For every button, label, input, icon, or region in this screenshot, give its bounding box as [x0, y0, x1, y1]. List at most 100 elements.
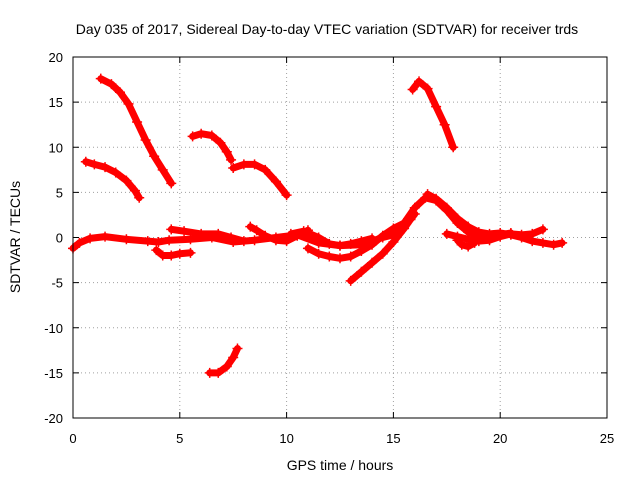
data-point-marker: [100, 162, 111, 173]
y-tick-label: 5: [56, 185, 63, 200]
data-point-marker: [157, 250, 168, 261]
data-point-marker: [407, 84, 418, 95]
data-point-marker: [149, 151, 160, 162]
data-point-marker: [469, 237, 480, 248]
data-point-marker: [388, 229, 399, 240]
y-tick-label: 10: [49, 140, 63, 155]
data-point-marker: [142, 236, 153, 247]
y-tick-label: 20: [49, 50, 63, 65]
y-tick-label: 0: [56, 231, 63, 246]
data-point-marker: [302, 243, 313, 254]
data-point-marker: [213, 228, 224, 239]
x-tick-label: 25: [600, 431, 614, 446]
data-point-marker: [228, 163, 239, 174]
x-tick-label: 20: [493, 431, 507, 446]
data-point-marker: [110, 167, 121, 178]
data-point-marker: [187, 131, 198, 142]
data-point-marker: [548, 239, 559, 250]
x-tick-label: 15: [386, 431, 400, 446]
data-point-marker: [151, 245, 162, 256]
x-tick-label: 0: [69, 431, 76, 446]
y-axis-label: SDTVAR / TECUs: [7, 181, 23, 293]
data-point-marker: [537, 237, 548, 248]
data-point-marker: [270, 235, 281, 246]
data-point-marker: [335, 253, 345, 264]
chart-title: Day 035 of 2017, Sidereal Day-to-day VTE…: [76, 21, 578, 37]
data-point-marker: [463, 221, 474, 232]
series-arc-17: [454, 236, 479, 250]
x-axis-ticks: 0 5 10 15 20 25: [69, 57, 614, 446]
data-point-marker: [134, 192, 145, 203]
data-point-marker: [157, 164, 168, 175]
data-point-marker: [238, 159, 249, 170]
data-point-marker: [345, 251, 356, 262]
data-point-marker: [441, 228, 452, 239]
data-point-marker: [221, 146, 232, 157]
y-tick-label: -10: [44, 321, 63, 336]
data-point-marker: [166, 224, 177, 235]
data-point-marker: [356, 236, 367, 247]
data-point-marker: [232, 343, 243, 354]
data-point-marker: [204, 367, 215, 378]
data-point-marker: [313, 248, 324, 259]
data-point-marker: [495, 231, 506, 242]
data-point-marker: [166, 178, 177, 189]
x-axis-label: GPS time / hours: [287, 457, 394, 473]
data-point-marker: [456, 239, 467, 250]
data-point-marker: [132, 116, 143, 127]
data-point-marker: [324, 238, 335, 249]
data-point-marker: [221, 361, 232, 372]
data-point-marker: [345, 275, 356, 286]
data-point-marker: [516, 229, 527, 240]
data-point-marker: [123, 98, 134, 109]
data-point-marker: [270, 176, 281, 187]
data-point-marker: [356, 266, 367, 277]
data-point-marker: [89, 159, 100, 170]
data-point-marker: [226, 232, 237, 243]
data-point-marker: [213, 367, 224, 378]
y-tick-label: -20: [44, 411, 63, 426]
data-point-marker: [452, 213, 463, 224]
series-arc-12: [304, 219, 408, 262]
data-point-marker: [80, 156, 91, 167]
data-point-marker: [452, 235, 463, 246]
data-point-marker: [377, 248, 388, 259]
data-point-marker: [226, 154, 237, 165]
data-point-marker: [345, 238, 356, 249]
data-series: [68, 73, 568, 378]
data-point-marker: [260, 230, 271, 241]
series-arc-5: [409, 77, 457, 151]
data-point-marker: [324, 251, 335, 262]
data-point-marker: [74, 237, 85, 248]
data-point-marker: [422, 83, 433, 94]
data-point-marker: [356, 246, 367, 257]
data-point-marker: [537, 224, 548, 235]
data-point-marker: [121, 175, 132, 186]
data-point-marker: [448, 142, 459, 153]
data-point-marker: [206, 130, 217, 141]
data-point-marker: [260, 164, 271, 175]
data-point-marker: [249, 159, 260, 170]
data-point-marker: [285, 228, 296, 239]
data-point-marker: [153, 237, 164, 248]
data-point-marker: [164, 235, 175, 246]
data-point-marker: [409, 202, 420, 213]
data-point-marker: [441, 202, 452, 213]
data-point-marker: [281, 190, 292, 201]
data-point-marker: [228, 352, 239, 363]
data-point-marker: [431, 101, 442, 112]
data-point-marker: [281, 236, 292, 247]
data-point-marker: [121, 234, 132, 245]
series-arc-16: [443, 225, 547, 245]
data-point-marker: [95, 73, 106, 84]
y-tick-label: -15: [44, 366, 63, 381]
y-tick-label: -5: [51, 276, 63, 291]
data-point-marker: [439, 119, 450, 130]
data-point-marker: [215, 137, 226, 148]
data-point-marker: [313, 232, 324, 243]
data-point-marker: [335, 240, 345, 251]
y-tick-label: 15: [49, 95, 63, 110]
data-point-marker: [129, 185, 140, 196]
data-point-marker: [196, 228, 207, 239]
data-point-marker: [431, 193, 442, 204]
